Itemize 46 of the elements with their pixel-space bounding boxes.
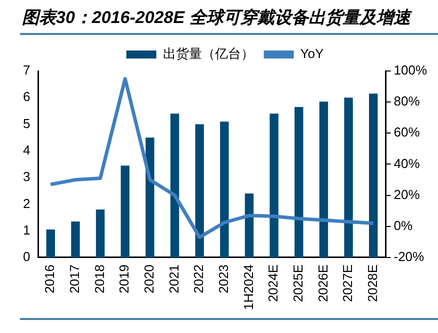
y-tick-label: 6 <box>22 89 30 104</box>
x-tick-label: 2022 <box>191 264 206 294</box>
y2-tick-label: 0% <box>394 218 413 233</box>
bar <box>146 138 154 258</box>
x-tick-label: 2020 <box>142 264 157 294</box>
bar <box>344 98 353 258</box>
y2-tick-label: 60% <box>394 124 420 140</box>
y-tick-label: 2 <box>22 196 30 211</box>
x-tick-label: 2028E <box>364 264 380 302</box>
bar <box>46 229 55 258</box>
x-tick-label: 1H2024 <box>240 264 256 310</box>
bar <box>270 114 278 258</box>
y2-tick-label: -20% <box>394 249 425 264</box>
y-tick-label: 0 <box>22 249 30 264</box>
chart-title: 图表30：2016-2028E 全球可穿戴设备出货量及增速 <box>22 7 410 29</box>
bar <box>71 222 80 258</box>
y-tick-label: 3 <box>22 169 30 184</box>
y-tick-label: 7 <box>22 62 30 78</box>
y-tick-label: 4 <box>22 142 30 158</box>
y-tick-label: 5 <box>22 116 30 131</box>
x-tick-label: 2027E <box>340 264 356 302</box>
y2-tick-label: 40% <box>394 156 420 171</box>
x-tick-label: 2019 <box>116 264 132 294</box>
x-tick-label: 2017 <box>67 264 82 294</box>
bar <box>220 122 229 258</box>
bar <box>195 124 204 258</box>
bar <box>244 194 254 258</box>
y2-tick-label: 100% <box>394 62 428 78</box>
x-tick-label: 2026E <box>315 264 330 302</box>
x-tick-label: 2024E <box>266 264 281 302</box>
x-tick-label: 2021 <box>166 264 182 294</box>
x-tick-label: 2023 <box>216 264 231 294</box>
bar <box>368 94 378 258</box>
bar <box>170 114 180 258</box>
bar <box>319 102 328 258</box>
x-tick-label: 2016 <box>42 264 58 294</box>
y2-tick-label: 80% <box>394 94 420 109</box>
y2-tick-label: 20% <box>394 186 420 202</box>
x-tick-label: 2025E <box>290 264 306 302</box>
y-tick-label: 1 <box>22 222 30 238</box>
bar <box>294 106 304 258</box>
legend-label: YoY <box>300 46 324 62</box>
x-tick-label: 2018 <box>92 264 107 294</box>
bar <box>120 166 130 258</box>
bar <box>96 210 105 258</box>
legend-label: 出货量（亿台） <box>162 46 254 62</box>
